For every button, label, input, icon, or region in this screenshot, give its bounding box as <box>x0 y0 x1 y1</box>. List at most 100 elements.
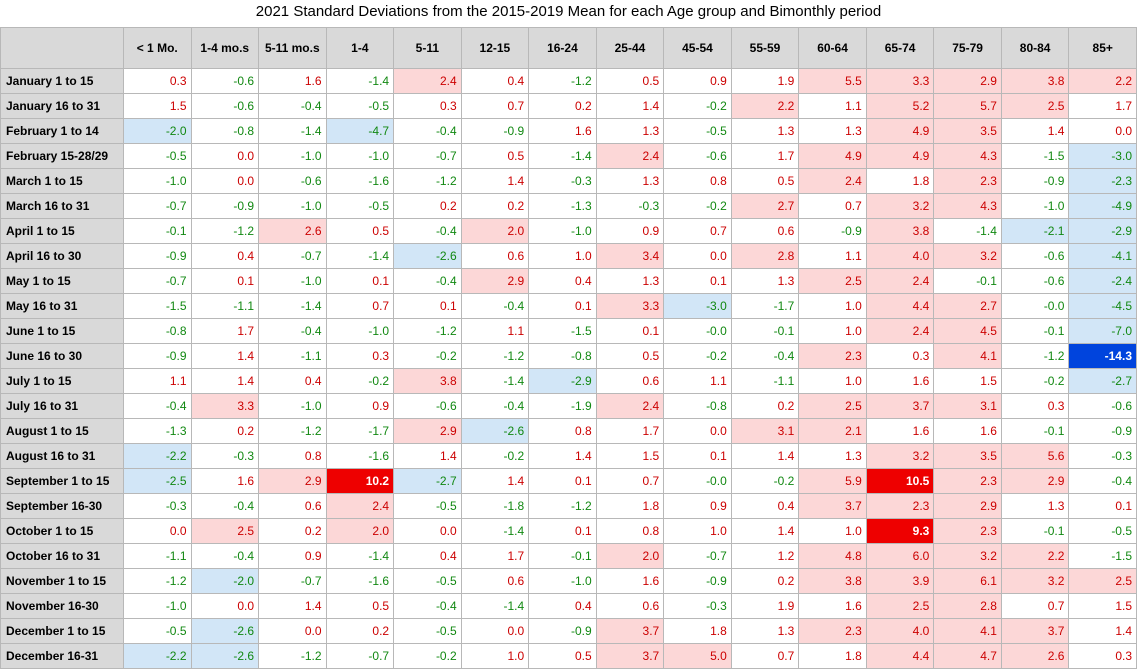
value-cell: 3.7 <box>865 393 935 419</box>
value-cell: 4.0 <box>865 618 935 644</box>
value-cell: 0.8 <box>258 443 327 469</box>
value-cell: 0.3 <box>122 68 192 94</box>
row-label: January 1 to 15 <box>0 68 124 94</box>
value-cell: -0.4 <box>190 493 260 519</box>
table-row: June 1 to 15 -0.8 1.7 -0.4 -1.0 -1.2 1.1 -1.5 0.… <box>0 318 1137 344</box>
value-cell: 0.6 <box>730 218 800 244</box>
value-cell: 2.4 <box>595 393 665 419</box>
value-cell: 1.3 <box>595 268 665 294</box>
value-cell: 2.2 <box>1000 543 1070 569</box>
value-cell: 1.6 <box>865 368 935 394</box>
value-cell: 1.0 <box>528 243 597 269</box>
value-cell: -2.9 <box>1068 218 1137 244</box>
value-cell: 5.7 <box>933 93 1002 119</box>
value-cell: 0.0 <box>663 418 732 444</box>
value-cell: -0.8 <box>528 343 597 369</box>
value-cell: 0.5 <box>595 68 665 94</box>
table-row: February 15-28/29 -0.5 0.0 -1.0 -1.0 -0.7 0.5-… <box>0 143 1137 169</box>
table-row: January 16 to 31 1.5 -0.6 -0.4 -0.5 0.3 0.7 0.2… <box>0 93 1137 119</box>
value-cell: 3.2 <box>1000 568 1070 594</box>
value-cell: 1.4 <box>460 168 530 194</box>
value-cell: 5.5 <box>798 68 867 94</box>
value-cell: -2.4 <box>1068 268 1137 294</box>
value-cell: -0.1 <box>1000 518 1070 544</box>
value-cell: -1.6 <box>325 568 395 594</box>
value-cell: -0.3 <box>663 593 732 619</box>
value-cell: 2.5 <box>798 268 867 294</box>
value-cell: 4.9 <box>798 143 867 169</box>
value-cell: 0.0 <box>663 243 732 269</box>
value-cell: -0.9 <box>528 618 597 644</box>
value-cell: 0.5 <box>325 218 395 244</box>
value-cell: 6.1 <box>933 568 1002 594</box>
table-row: March 16 to 31 -0.7 -0.9 -1.0 -0.5 0.2 0.2 -1.3… <box>0 193 1137 219</box>
value-cell: -0.1 <box>730 318 800 344</box>
value-cell: 0.9 <box>663 493 732 519</box>
value-cell: 0.1 <box>190 268 260 294</box>
table-row: August 16 to 31 -2.2 -0.3 0.8 -1.6 1.4 -0.2 1.4… <box>0 443 1137 469</box>
value-cell: -0.5 <box>122 143 192 169</box>
value-cell: -1.0 <box>122 168 192 194</box>
value-cell: -1.1 <box>190 293 260 319</box>
value-cell: 1.1 <box>798 243 867 269</box>
value-cell: -1.0 <box>1000 193 1070 219</box>
table-row: September 16-30 -0.3 -0.4 0.6 2.4 -0.5 -1.8 -1.… <box>0 493 1137 519</box>
value-cell: 0.1 <box>528 518 597 544</box>
value-cell: 0.6 <box>460 243 530 269</box>
value-cell: 0.3 <box>325 343 395 369</box>
value-cell: -7.0 <box>1068 318 1137 344</box>
value-cell: -2.6 <box>460 418 530 444</box>
value-cell: 3.3 <box>865 68 935 94</box>
value-cell: 1.4 <box>460 468 530 494</box>
value-cell: -0.4 <box>730 343 800 369</box>
value-cell: -1.3 <box>528 193 597 219</box>
row-label: May 16 to 31 <box>0 293 124 319</box>
value-cell: -0.5 <box>122 618 192 644</box>
value-cell: 1.7 <box>1068 93 1137 119</box>
table-row: August 1 to 15 -1.3 0.2 -1.2 -1.7 2.9 -2.6 0.8 1… <box>0 418 1137 444</box>
value-cell: 4.8 <box>798 543 867 569</box>
value-cell: -4.5 <box>1068 293 1137 319</box>
value-cell: -1.6 <box>325 168 395 194</box>
row-label: October 16 to 31 <box>0 543 124 569</box>
value-cell: 2.5 <box>1000 93 1070 119</box>
value-cell: 3.7 <box>595 618 665 644</box>
value-cell: 0.6 <box>258 493 327 519</box>
table-row: May 1 to 15 -0.7 0.1 -1.0 0.1 -0.4 2.9 0.4 1.3 0.… <box>0 268 1137 294</box>
row-label: February 15-28/29 <box>0 143 124 169</box>
row-label: June 16 to 30 <box>0 343 124 369</box>
value-cell: 1.6 <box>258 68 327 94</box>
value-cell: 0.4 <box>730 493 800 519</box>
value-cell: -1.5 <box>1000 143 1070 169</box>
value-cell: 1.5 <box>595 443 665 469</box>
value-cell: 1.7 <box>595 418 665 444</box>
value-cell: -4.1 <box>1068 243 1137 269</box>
value-cell: 0.1 <box>595 318 665 344</box>
value-cell: 1.8 <box>663 618 732 644</box>
value-cell: 3.2 <box>933 543 1002 569</box>
table-row: April 16 to 30 -0.9 0.4 -0.7 -1.4 -2.6 0.6 1.0 3… <box>0 243 1137 269</box>
value-cell: -0.6 <box>1068 393 1137 419</box>
value-cell: 2.9 <box>393 418 462 444</box>
value-cell: -0.7 <box>663 543 732 569</box>
value-cell: -1.0 <box>258 393 327 419</box>
value-cell: 0.7 <box>1000 593 1070 619</box>
value-cell: 0.2 <box>730 393 800 419</box>
value-cell: -0.9 <box>798 218 867 244</box>
value-cell: 2.5 <box>1068 568 1137 594</box>
value-cell: 2.3 <box>798 343 867 369</box>
value-cell: 2.9 <box>933 493 1002 519</box>
row-label: May 1 to 15 <box>0 268 124 294</box>
value-cell: -0.2 <box>663 343 732 369</box>
value-cell: 0.6 <box>595 368 665 394</box>
value-cell: 1.7 <box>190 318 260 344</box>
value-cell: 1.4 <box>528 443 597 469</box>
value-cell: -1.6 <box>325 443 395 469</box>
value-cell: -2.6 <box>190 618 260 644</box>
value-cell: -1.4 <box>325 543 395 569</box>
row-label: November 1 to 15 <box>0 568 124 594</box>
value-cell: 0.3 <box>1000 393 1070 419</box>
value-cell: 3.7 <box>595 643 665 669</box>
value-cell: -0.6 <box>393 393 462 419</box>
value-cell: 0.0 <box>258 618 327 644</box>
